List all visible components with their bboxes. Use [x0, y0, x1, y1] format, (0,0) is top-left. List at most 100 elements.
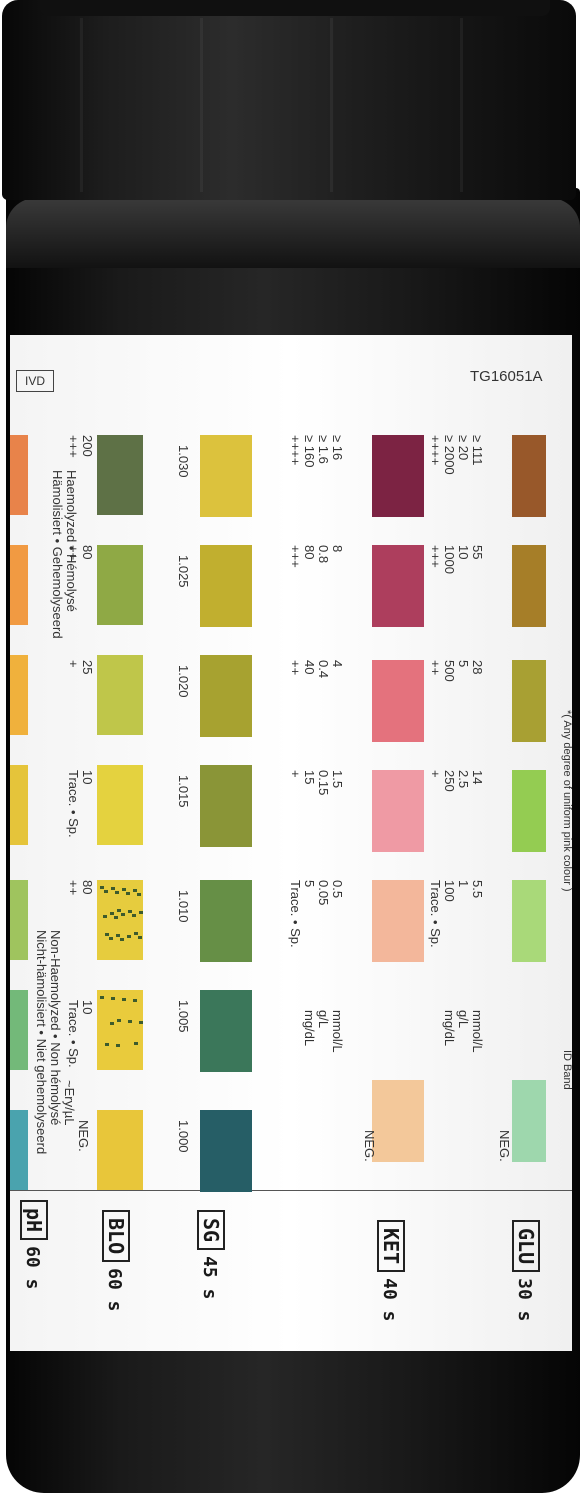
blo-speckle: [115, 891, 119, 894]
blo-swatch: [97, 1110, 143, 1190]
level-a: 0.5: [330, 880, 345, 899]
ph-swatch: [10, 545, 28, 625]
level-b: ≥ 20: [456, 435, 471, 461]
ph-swatch: [10, 1110, 28, 1190]
blo-time: 60 s: [104, 1268, 125, 1312]
blo-speckle: [137, 893, 141, 896]
sg-swatch: [200, 880, 252, 962]
glu-swatch: [512, 660, 546, 742]
level-b: 2.5: [456, 770, 471, 789]
lot-code: TG16051A: [470, 368, 543, 385]
blo-header-line2: Nicht-hämolisiert • Niet gehemolyseerd: [34, 930, 49, 1155]
level-a: 28: [470, 660, 485, 675]
blo-speckle: [111, 997, 115, 1000]
ph-tag-label: pH: [20, 1200, 48, 1241]
glu-swatch: [512, 880, 546, 962]
glu-tag: GLU 30 s: [512, 1220, 540, 1321]
blo-header-line4: Hämolisiert • Gehemolyseerd: [50, 470, 65, 639]
blo-level-value: 10: [80, 770, 95, 785]
sg-swatch: [200, 435, 252, 517]
blo-speckle: [133, 889, 137, 892]
blo-speckle: [122, 888, 126, 891]
unit-label: mg/dL: [302, 1010, 317, 1047]
blo-unit: ~Ery/µL: [62, 1080, 77, 1126]
glu-neg-label: NEG.: [497, 1130, 512, 1162]
level-symbol: +++: [428, 545, 443, 568]
ph-time: 60 s: [22, 1246, 43, 1290]
ket-time: 40 s: [379, 1278, 400, 1322]
ket-tag: KET 40 s: [377, 1220, 405, 1321]
level-b: 0.4: [316, 660, 331, 679]
level-b: 0.8: [316, 545, 331, 564]
ket-swatch: [372, 880, 424, 962]
ket-swatch: [372, 1080, 424, 1162]
cap-rib: [80, 18, 83, 192]
unit-label: mmol/L: [330, 1010, 345, 1053]
id-band-label: ID Band: [561, 1050, 573, 1090]
blo-level-value: 200: [80, 435, 95, 457]
blo-speckle: [114, 916, 118, 919]
level-c: ≥ 160: [302, 435, 317, 468]
blo-speckle: [103, 915, 107, 918]
blo-speckle: [128, 910, 132, 913]
blo-speckle: [127, 935, 131, 938]
blo-speckle: [111, 887, 115, 890]
glu-swatch: [512, 435, 546, 517]
ph-swatch: [10, 435, 28, 515]
level-b: ≥ 1.6: [316, 435, 331, 464]
blo-level-symbol: Trace. • Sp.: [66, 1000, 81, 1068]
blo-swatch: [97, 765, 143, 845]
ket-swatch: [372, 660, 424, 742]
blo-neg-label: NEG.: [76, 1120, 91, 1152]
blo-speckle: [104, 890, 108, 893]
level-b: 0.05: [316, 880, 331, 906]
blo-speckle: [139, 911, 143, 914]
ph-tag: pH 60 s: [20, 1200, 48, 1289]
blo-swatch: [97, 435, 143, 515]
level-a: 1.5: [330, 770, 345, 789]
unit-label: g/L: [316, 1010, 331, 1029]
level-c: 500: [442, 660, 457, 682]
ph-swatch: [10, 765, 28, 845]
ket-swatch: [372, 435, 424, 517]
blo-speckle: [117, 909, 121, 912]
level-a: 8: [330, 545, 345, 553]
footnote: *( Any degree of uniform pink colour ): [561, 710, 573, 892]
blo-swatch: [97, 545, 143, 625]
blo-speckle: [110, 1022, 114, 1025]
blo-level-value: 10: [80, 1000, 95, 1015]
blo-speckle: [126, 892, 130, 895]
bottle-cap: [2, 0, 576, 200]
unit-label: mmol/L: [470, 1010, 485, 1053]
level-b: 1: [456, 880, 471, 888]
blo-speckle: [139, 1021, 143, 1024]
blo-speckle: [134, 1042, 138, 1045]
unit-label: mg/dL: [442, 1010, 457, 1047]
level-c: 1000: [442, 545, 457, 574]
sg-swatch: [200, 545, 252, 627]
sg-tag: SG 45 s: [197, 1210, 225, 1299]
blo-speckle: [117, 1019, 121, 1022]
blo-speckle: [134, 932, 138, 935]
level-symbol: ++++: [428, 435, 443, 466]
glu-time: 30 s: [514, 1278, 535, 1322]
glu-swatch: [512, 545, 546, 627]
blo-level-value: 25: [80, 660, 95, 675]
ph-swatch: [10, 990, 28, 1070]
level-c: 15: [302, 770, 317, 785]
level-c: 250: [442, 770, 457, 792]
level-symbol: ++: [428, 660, 443, 676]
blo-tag-label: BLO: [102, 1210, 130, 1263]
level-symbol: +: [428, 770, 443, 778]
blo-swatch: [97, 880, 143, 960]
level-symbol: Trace. • Sp.: [288, 880, 303, 948]
blo-speckle: [100, 886, 104, 889]
sg-value: 1.010: [176, 890, 191, 923]
blo-tag: BLO 60 s: [102, 1210, 130, 1311]
sg-value: 1.020: [176, 665, 191, 698]
level-b: 5: [456, 660, 471, 668]
blo-speckle: [138, 936, 142, 939]
level-a: ≥ 16: [330, 435, 345, 461]
sg-value: 1.000: [176, 1120, 191, 1153]
cap-rib: [200, 18, 203, 192]
